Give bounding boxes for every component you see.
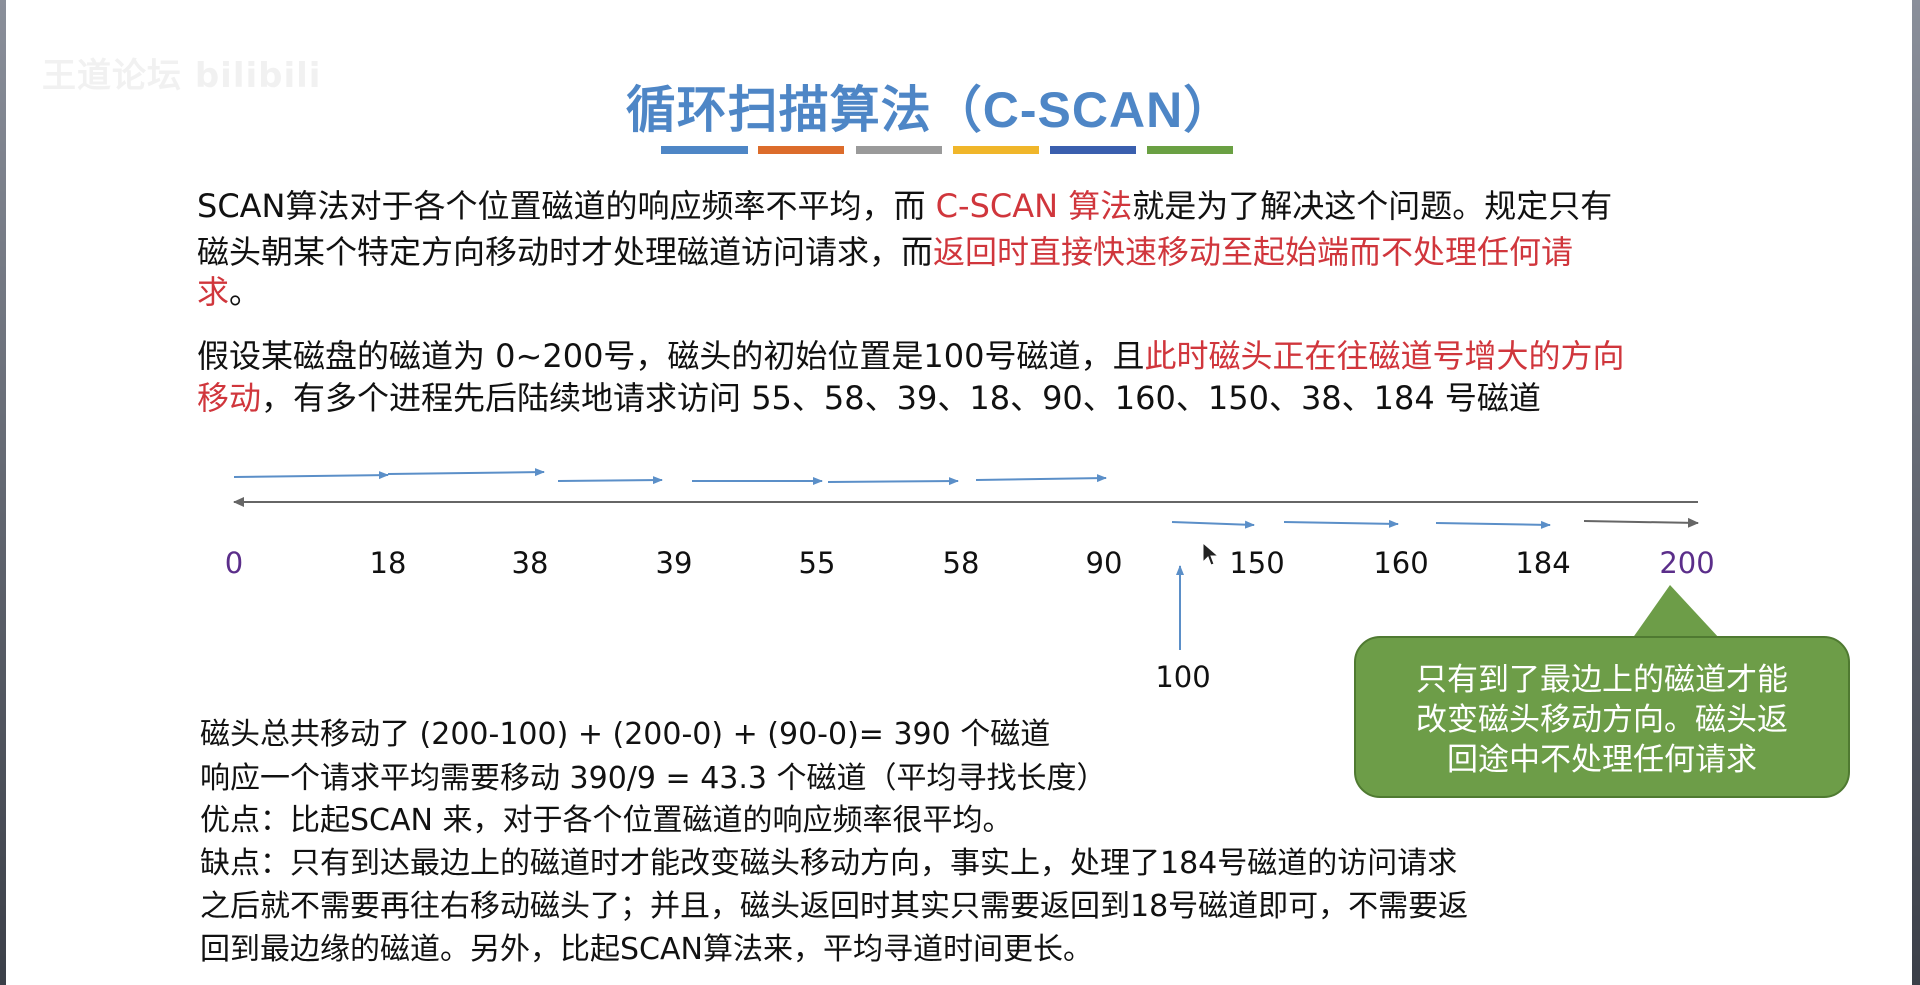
intro-line-2: 磁头朝某个特定方向移动时才处理磁道访问请求，而返回时直接快速移动至起始端而不处理…: [197, 232, 1573, 272]
assumption-highlight: 此时磁头正在往磁道号增大的方向: [1144, 337, 1625, 375]
intro-line-3: 求。: [197, 272, 261, 312]
axis-label: 90: [1085, 546, 1123, 580]
summary-line: 磁头总共移动了 (200-100) + (200-0) + (90-0)= 39…: [200, 717, 1051, 752]
title-stripe: [1147, 146, 1233, 154]
watermark-logo: 王道论坛 bilibili: [42, 56, 322, 96]
axis-label: 200: [1659, 546, 1715, 580]
intro-text: SCAN算法对于各个位置磁道的响应频率不平均，而: [197, 187, 936, 225]
mouse-cursor-icon: [1202, 542, 1220, 566]
move-arrow: [1283, 519, 1399, 528]
title-stripe: [953, 146, 1039, 154]
title-stripe: [758, 146, 844, 154]
slide-title: 循环扫描算法（C-SCAN）: [0, 70, 1860, 142]
axis-label: 150: [1229, 546, 1285, 580]
move-arrow: [1435, 520, 1551, 529]
summary-line: 缺点：只有到达最边上的磁道时才能改变磁头移动方向，事实上，处理了184号磁道的访…: [200, 846, 1458, 881]
intro-highlight: 求: [197, 273, 230, 311]
callout-note: 只有到了最边上的磁道才能 改变磁头移动方向。磁头返 回途中不处理任何请求: [1354, 636, 1850, 798]
move-arrow: [1171, 520, 1255, 529]
title-stripe: [1050, 146, 1136, 154]
title-latin: C-SCAN: [982, 82, 1184, 138]
intro-text: 磁头朝某个特定方向移动时才处理磁道访问请求，而: [197, 233, 934, 271]
title-stripe: [661, 146, 748, 154]
assumption-line-1: 假设某磁盘的磁道为 0~200号，磁头的初始位置是100号磁道，且此时磁头正在往…: [197, 336, 1625, 376]
intro-highlight: C-SCAN 算法: [935, 187, 1133, 225]
summary-line: 之后就不需要再往右移动磁头了；并且，磁头返回时其实只需要返回到18号磁道即可，不…: [200, 889, 1469, 924]
move-arrow: [557, 476, 663, 485]
callout-line: 改变磁头移动方向。磁头返: [1416, 702, 1788, 738]
callout-line: 只有到了最边上的磁道才能: [1416, 662, 1788, 698]
callout-tail: [1632, 585, 1720, 639]
intro-text: 。: [229, 273, 262, 311]
axis-label: 18: [369, 546, 407, 580]
axis-label: 39: [655, 546, 693, 580]
assumption-text: ，有多个进程先后陆续地请求访问 55、58、39、18、90、160、150、3…: [261, 379, 1541, 417]
assumption-text: 假设某磁盘的磁道为 0~200号，磁头的初始位置是100号磁道，且: [197, 337, 1145, 375]
intro-text: 就是为了解决这个问题。规定只有: [1132, 187, 1613, 225]
title-stripe: [856, 146, 942, 154]
axis-label: 38: [511, 546, 549, 580]
summary-line: 优点：比起SCAN 来，对于各个位置磁道的响应频率很平均。: [200, 803, 1013, 838]
title-close: ）: [1183, 81, 1235, 139]
move-arrow: [387, 468, 545, 477]
move-arrow: [827, 477, 959, 486]
move-arrow: [975, 474, 1107, 483]
intro-highlight: 返回时直接快速移动至起始端而不处理任何请: [933, 233, 1574, 271]
intro-line-1: SCAN算法对于各个位置磁道的响应频率不平均，而 C-SCAN 算法就是为了解决…: [197, 186, 1612, 226]
axis-label: 184: [1515, 546, 1571, 580]
move-arrow: [1583, 517, 1699, 528]
axis-label: 160: [1373, 546, 1429, 580]
assumption-line-2: 移动，有多个进程先后陆续地请求访问 55、58、39、18、90、160、150…: [197, 378, 1541, 418]
axis-label: 0: [224, 546, 244, 580]
move-arrow: [233, 471, 389, 480]
assumption-highlight: 移动: [197, 379, 262, 417]
summary-line: 响应一个请求平均需要移动 390/9 = 43.3 个磁道（平均寻找长度）: [200, 761, 1107, 796]
start-position-label: 100: [1155, 660, 1211, 694]
summary-line: 回到最边缘的磁道。另外，比起SCAN算法来，平均寻道时间更长。: [200, 932, 1093, 967]
axis-label: 58: [942, 546, 980, 580]
callout-line: 回途中不处理任何请求: [1447, 742, 1757, 778]
axis-label: 55: [798, 546, 836, 580]
title-text: 循环扫描算法（: [625, 81, 983, 139]
